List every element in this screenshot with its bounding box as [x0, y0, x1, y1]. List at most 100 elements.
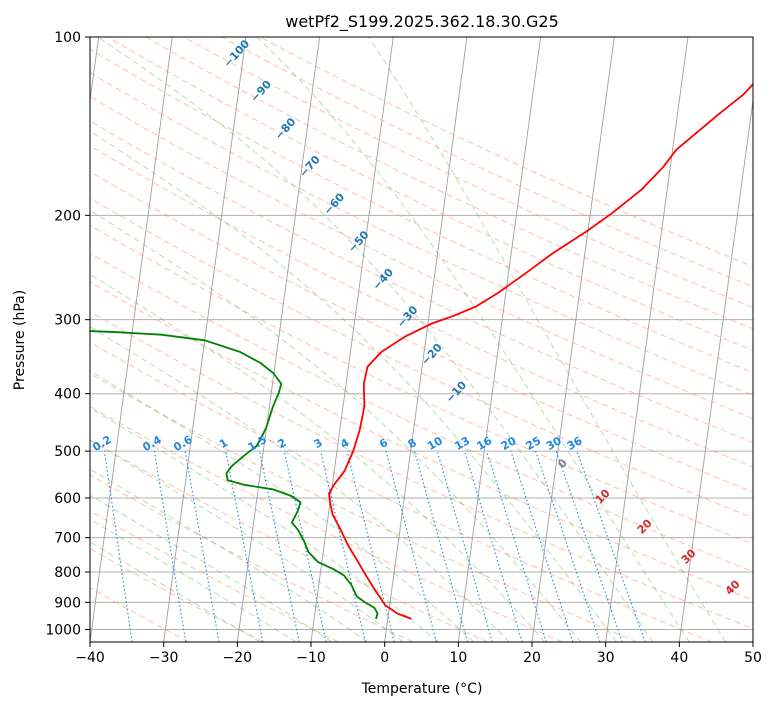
mixing-ratio-line [535, 450, 601, 642]
moist-adiabat [90, 518, 297, 642]
isotherm-10 [457, 37, 542, 642]
y-tick-label: 100 [54, 30, 81, 46]
dewpoint-profile [90, 330, 379, 620]
dry-adiabat-label: −50 [346, 228, 372, 255]
dry-adiabat [145, 37, 753, 330]
mixing-ratio-line [385, 450, 437, 642]
dry-adiabat [259, 37, 753, 268]
x-tick-label: −10 [296, 650, 326, 666]
moist-adiabat [90, 369, 475, 642]
isotherm-label: 30 [679, 546, 699, 566]
mixing-ratio-line [319, 450, 366, 642]
mixing-ratio-line [225, 450, 264, 642]
mixing-ratio-line [510, 450, 574, 642]
mixing-ratio-label: 20 [499, 434, 519, 453]
mixing-ratio-label: 36 [565, 434, 585, 453]
moist-adiabat [90, 541, 261, 642]
moist-adiabat [90, 439, 404, 642]
mixing-ratio-label: 1 [217, 436, 230, 451]
moist-adiabat [97, 37, 654, 642]
x-axis-label: Temperature (°C) [361, 681, 483, 697]
x-tick-label: −40 [75, 650, 105, 666]
dry-adiabat [90, 310, 753, 630]
dry-adiabat-label: −100 [221, 37, 252, 70]
isotherm-label: 0 [555, 456, 570, 471]
mixing-ratio-line [258, 450, 300, 642]
mixing-ratio-label: 16 [475, 434, 495, 453]
chart-title: wetPf2_S199.2025.362.18.30.G25 [285, 12, 559, 32]
dry-adiabat [90, 281, 753, 601]
isotherm--50 [90, 37, 100, 104]
mixing-ratio-line [153, 451, 187, 642]
y-tick-label: 900 [54, 595, 81, 611]
isotherm--40 [90, 37, 173, 642]
x-tick-label: 50 [744, 650, 762, 666]
dry-adiabat-label: −90 [248, 78, 274, 105]
dry-adiabat [90, 145, 753, 468]
dry-adiabat [90, 71, 753, 396]
dry-adiabat [90, 95, 753, 420]
dry-adiabat [90, 510, 339, 642]
x-tick-label: 0 [380, 650, 389, 666]
moist-adiabat [90, 407, 439, 642]
x-tick-label: 30 [597, 650, 615, 666]
mixing-ratio-line [413, 450, 469, 642]
dry-adiabat-label: −80 [272, 115, 298, 142]
dry-adiabat [90, 439, 488, 642]
mixing-ratio-label: 4 [338, 436, 351, 451]
x-tick-label: −20 [223, 650, 253, 666]
mixing-ratio-label: 2 [275, 436, 288, 451]
plot-frame [89, 36, 754, 643]
dry-adiabat [90, 252, 753, 573]
isotherm-40 [678, 97, 753, 642]
mixing-ratio-line [486, 450, 547, 642]
dry-adiabat-labels: −100−90−80−70−60−50−40−30−20−10 [221, 37, 469, 405]
dry-adiabat-label: −20 [419, 341, 445, 368]
mixing-ratio-line [283, 450, 327, 642]
dry-adiabat [90, 548, 264, 642]
dry-adiabat [90, 197, 753, 519]
dry-adiabat-label: −40 [370, 266, 396, 293]
dry-adiabat [90, 373, 638, 642]
dry-adiabat-label: −60 [321, 190, 347, 217]
x-tick-label: −30 [149, 650, 179, 666]
dry-adiabat [90, 120, 753, 444]
mixing-ratio-label: 6 [377, 436, 390, 451]
mixing-ratio-line [464, 450, 523, 642]
y-tick-label: 600 [54, 491, 81, 507]
y-tick-label: 1000 [45, 622, 81, 638]
plot-content: −100−90−80−70−60−50−40−30−20−100.1 0.2 0.4… [90, 37, 753, 642]
isotherm-label: 10 [593, 486, 613, 506]
x-tick-label: 10 [449, 650, 467, 666]
y-tick-label: 400 [54, 387, 81, 403]
moist-adiabat [90, 273, 546, 642]
mixing-ratio-line [555, 450, 623, 642]
dry-adiabat [107, 37, 753, 352]
dry-adiabat [221, 37, 753, 288]
mixing-ratio-line [103, 451, 133, 642]
isotherm-0 [384, 37, 468, 642]
mixing-ratio-label: 3 [312, 436, 325, 451]
plot-area: −100−90−80−70−60−50−40−30−20−100.1 0.2 0.4… [45, 30, 762, 666]
temperature-profile [328, 82, 753, 620]
dry-adiabat [90, 224, 753, 545]
y-axis-label: Pressure (hPa) [12, 290, 28, 390]
mixing-ratio-line [576, 450, 646, 642]
mixing-ratio-line [436, 450, 493, 642]
isotherm-50 [752, 638, 753, 642]
dry-adiabat [90, 171, 753, 493]
moist-adiabat [90, 468, 368, 642]
y-tick-label: 500 [54, 444, 81, 460]
y-tick-label: 300 [54, 313, 81, 329]
mixing-ratio-line [184, 451, 220, 642]
x-tick-label: 40 [670, 650, 688, 666]
y-tick-label: 800 [54, 565, 81, 581]
dry-adiabat [90, 341, 712, 642]
x-tick-label: 20 [523, 650, 541, 666]
moist-adiabat [256, 37, 690, 642]
moist-adiabat [90, 209, 582, 642]
dry-adiabat [90, 405, 563, 642]
dry-adiabat [90, 48, 753, 374]
